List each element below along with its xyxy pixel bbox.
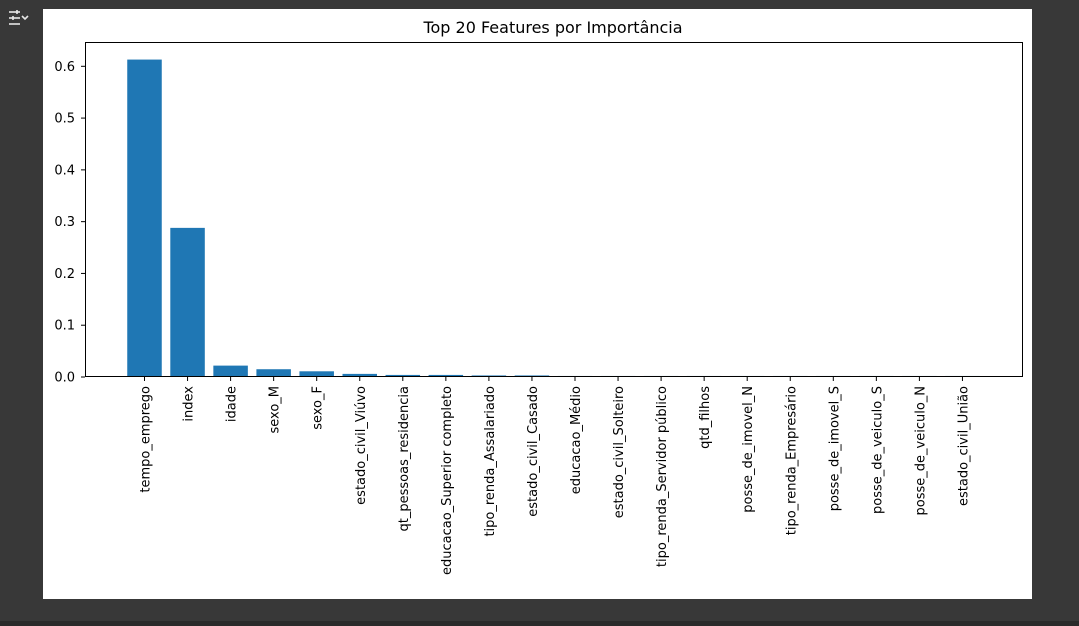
output-settings-icon[interactable] [7, 9, 29, 27]
bar [170, 227, 205, 377]
x-tick-label: qtd_filhos [698, 386, 713, 449]
y-tick-label: 0.0 [54, 371, 75, 386]
x-tick-label: qt_pessoas_residencia [397, 386, 412, 532]
x-tick-label: posse_de_imovel_N [741, 386, 756, 513]
bar [299, 371, 334, 377]
y-tick-label: 0.4 [54, 163, 75, 178]
x-tick-label: estado_civil_Solteiro [612, 386, 627, 518]
y-tick-label: 0.3 [54, 215, 75, 230]
x-tick-label: tempo_emprego [139, 386, 154, 493]
output-settings-icon-graphic [9, 10, 29, 25]
y-tick-label: 0.1 [54, 319, 75, 334]
x-tick-label: sexo_M [268, 386, 283, 434]
x-tick-label: posse_de_veiculo_N [913, 386, 928, 515]
y-axis: 0.0 0.1 0.2 0.3 0.4 0.5 0.6 [54, 60, 85, 386]
chart-figure: Top 20 Features por Importância 0.0 0.1 0.… [43, 9, 1032, 599]
chart-title: Top 20 Features por Importância [422, 18, 682, 37]
plot-frame [85, 42, 1023, 377]
x-tick-label: estado_civil_Casado [526, 386, 541, 517]
x-tick-label: index [182, 386, 197, 422]
bar [385, 374, 421, 377]
x-tick-label: sexo_F [311, 386, 326, 430]
bar [428, 374, 464, 377]
x-tick-label: posse_de_veiculo_S [870, 386, 885, 514]
bars-layer [127, 59, 980, 377]
bar [342, 373, 377, 377]
bar [213, 365, 248, 377]
x-tick-label: educacao_Superior completo [440, 386, 455, 575]
x-tick-label: posse_de_imovel_S [827, 386, 842, 511]
x-tick-label: estado_civil_União [956, 386, 971, 506]
x-tick-label: tipo_renda_Servidor público [655, 386, 670, 567]
bar-chart: Top 20 Features por Importância 0.00.10.… [54, 18, 1023, 575]
x-tick-label: educacao_Médio [569, 386, 584, 494]
bottom-strip [0, 621, 1079, 626]
x-tick-label: idade [225, 386, 240, 422]
y-tick-label: 0.6 [54, 60, 75, 75]
y-tick-label: 0.2 [54, 267, 75, 282]
bar [127, 59, 162, 377]
x-axis: tempo_emprego index idade sexo_M sexo_F estad… [139, 377, 971, 575]
y-tick-label: 0.5 [54, 112, 75, 127]
x-tick-label: estado_civil_Viúvo [354, 386, 369, 505]
bar [256, 369, 291, 377]
x-tick-label: tipo_renda_Empresário [784, 386, 799, 535]
x-tick-label: tipo_renda_Assalariado [483, 386, 498, 537]
